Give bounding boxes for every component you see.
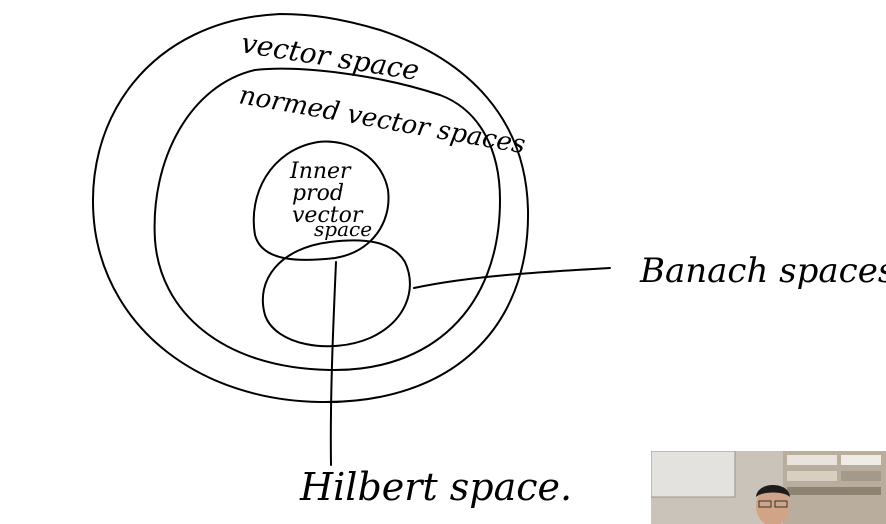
banach-spaces-region [261, 239, 411, 348]
presenter-webcam-thumbnail [651, 451, 886, 524]
label-inner-prod-4: space [314, 217, 372, 241]
hilbert-pointer-line [329, 261, 337, 466]
vector-space-region [92, 13, 530, 404]
banach-pointer-line [413, 267, 611, 289]
label-normed-vector-spaces: normed vector spaces [237, 80, 528, 160]
label-hilbert-space: Hilbert space. [299, 465, 572, 509]
label-inner-prod-2: prod [292, 181, 344, 206]
label-inner-prod-1: Inner [289, 159, 352, 184]
label-banach-spaces: Banach spaces [639, 251, 886, 291]
webcam-scene [651, 451, 886, 524]
normed-vector-spaces-region [153, 67, 501, 372]
inner-product-space-region [252, 140, 390, 261]
label-inner-prod-3: vector [292, 203, 364, 228]
